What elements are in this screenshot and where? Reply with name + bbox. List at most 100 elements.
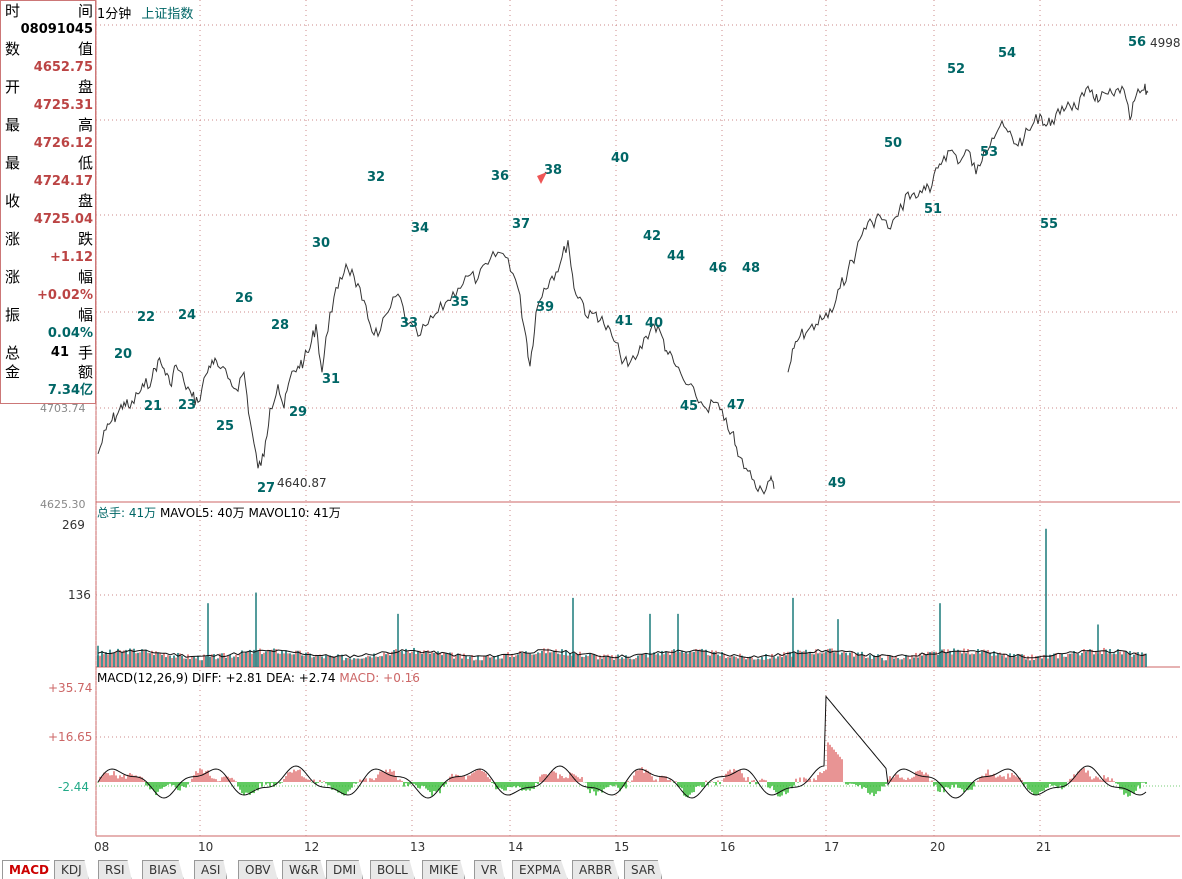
tab-rsi[interactable]: RSI	[98, 860, 132, 879]
info-label: 最	[5, 154, 21, 172]
y-tick-label: 136	[68, 588, 91, 602]
macd-bars	[97, 742, 1147, 798]
wave-label: 32	[367, 170, 385, 185]
macd-header-item: MACD(12,26,9)	[97, 671, 192, 685]
info-row: 7.34亿	[1, 381, 95, 401]
wave-label: 42	[643, 229, 661, 244]
info-row: +1.12	[1, 248, 95, 268]
tab-obv[interactable]: OBV	[238, 860, 278, 879]
wave-label: 46	[709, 261, 727, 276]
info-row: 开盘	[1, 77, 95, 97]
info-row: 4652.75	[1, 58, 95, 78]
x-date-label: 17	[824, 840, 839, 854]
tab-arbr[interactable]: ARBR	[572, 860, 620, 879]
info-label: 涨	[5, 268, 21, 286]
info-row: 数值	[1, 39, 95, 59]
high-price-marker: 4998	[1150, 36, 1181, 50]
info-label-right: 盘	[77, 78, 93, 96]
wave-label: 35	[451, 295, 469, 310]
wave-label: 36	[491, 169, 509, 184]
volume-header-item: 总手: 41万	[97, 506, 160, 520]
volume-bars	[97, 647, 1147, 667]
diff-line	[97, 695, 1147, 799]
wave-label: 24	[178, 308, 196, 323]
price-line	[787, 83, 1149, 373]
wave-label: 44	[667, 249, 685, 264]
info-label-right: 幅	[77, 306, 93, 324]
info-row: +0.02%	[1, 286, 95, 306]
tab-macd[interactable]: MACD	[2, 860, 56, 879]
info-row: 涨跌	[1, 229, 95, 249]
info-label-right: 额	[77, 363, 93, 381]
wave-label: 30	[312, 236, 330, 251]
info-row: 最高	[1, 115, 95, 135]
tab-sar[interactable]: SAR	[624, 860, 663, 879]
mavol-line	[97, 649, 1147, 659]
wave-label: 41	[615, 314, 633, 329]
wave-label: 27	[257, 481, 275, 496]
tab-dmi[interactable]: DMI	[326, 860, 364, 879]
wave-label: 21	[144, 399, 162, 414]
wave-label: 48	[742, 261, 760, 276]
wave-label: 54	[998, 46, 1016, 61]
wave-label: 45	[680, 399, 698, 414]
info-value: +0.02%	[37, 288, 93, 303]
x-date-label: 14	[508, 840, 523, 854]
tab-mike[interactable]: MIKE	[422, 860, 466, 879]
info-value: 08091045	[20, 22, 93, 37]
tab-boll[interactable]: BOLL	[370, 860, 415, 879]
info-row: 4726.12	[1, 134, 95, 154]
info-row: 总 手 41	[1, 343, 95, 363]
tab-wr[interactable]: W&R	[282, 860, 326, 879]
wave-label: 56	[1128, 35, 1146, 50]
indicator-tabs: MACD KDJ RSI BIAS ASI OBV W&R DMI BOLL MIKE VR EXPM…	[0, 858, 1182, 879]
wave-label: 47	[727, 398, 745, 413]
wave-label: 40	[645, 316, 663, 331]
y-tick-label: 269	[62, 518, 85, 532]
info-row: 时间	[1, 1, 95, 21]
period-label: 1分钟	[97, 7, 132, 22]
tab-vr[interactable]: VR	[474, 860, 505, 879]
wave-label: 52	[947, 62, 965, 77]
wave-label: 51	[924, 202, 942, 217]
wave-label: 34	[411, 221, 429, 236]
info-label: 涨	[5, 230, 21, 248]
x-date-label: 20	[930, 840, 945, 854]
wave-label: 22	[137, 310, 155, 325]
volume-header-item: MAVOL5: 40万	[160, 506, 249, 520]
info-label: 最	[5, 116, 21, 134]
wave-label: 33	[400, 316, 418, 331]
main-header: 1分钟 上证指数	[97, 3, 193, 22]
x-date-label: 12	[304, 840, 319, 854]
tab-bias[interactable]: BIAS	[142, 860, 184, 879]
info-value: 4725.04	[33, 212, 93, 227]
info-label-right: 跌	[77, 230, 93, 248]
x-date-label: 16	[720, 840, 735, 854]
x-date-label: 15	[614, 840, 629, 854]
tab-asi[interactable]: ASI	[194, 860, 228, 879]
wave-label: 29	[289, 405, 307, 420]
tab-kdj[interactable]: KDJ	[54, 860, 89, 879]
info-label-right: 值	[77, 40, 93, 58]
x-date-label: 21	[1036, 840, 1051, 854]
tab-expma[interactable]: EXPMA	[512, 860, 568, 879]
info-label: 总	[5, 344, 21, 362]
info-value: 7.34亿	[47, 383, 93, 398]
macd-header-item: MACD: +0.16	[339, 671, 420, 685]
x-date-label: 08	[94, 840, 109, 854]
info-label: 数	[5, 40, 21, 58]
y-tick-label: 4703.74	[40, 402, 86, 415]
info-value: 4726.12	[33, 136, 93, 151]
wave-label: 37	[512, 217, 530, 232]
info-panel: 时间 08091045 数值 4652.75 开盘 4725.31 最高 4726.12 最低 4…	[0, 0, 96, 404]
info-label-right: 幅	[77, 268, 93, 286]
info-value: +1.12	[50, 250, 93, 265]
info-label-right: 手	[77, 344, 93, 362]
wave-label: 28	[271, 318, 289, 333]
wave-label: 53	[980, 145, 998, 160]
main-chart: 4703.74 4625.30 20 21 22 23 24 25 26 27 28 29 30 31 32…	[40, 0, 1181, 854]
info-row: 0.04%	[1, 324, 95, 344]
info-value: 4725.31	[33, 98, 93, 113]
info-row: 涨幅	[1, 267, 95, 287]
